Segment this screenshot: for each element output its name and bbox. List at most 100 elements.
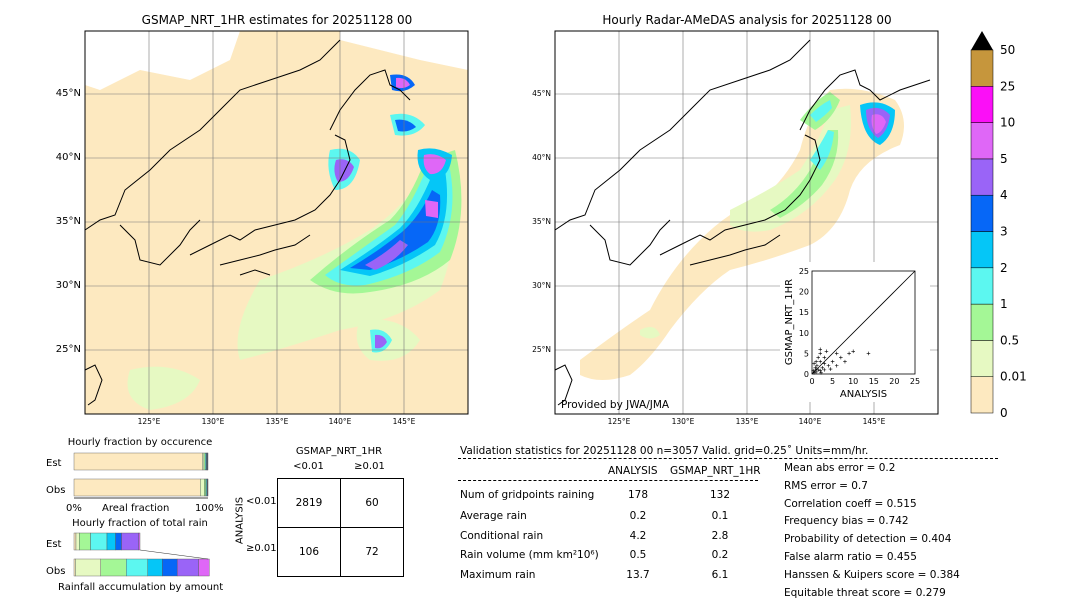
scatter-point <box>834 363 839 368</box>
colorbar-segment <box>970 231 994 269</box>
accumulation-segment <box>106 532 116 551</box>
right-lat-label: 35°N <box>532 217 551 226</box>
accumulation-segment <box>79 532 91 551</box>
right-lat-label: 25°N <box>532 345 551 354</box>
accumulation-segment <box>73 532 77 551</box>
occurrence-segment <box>203 452 206 471</box>
colorbar-label: 50 <box>1000 43 1015 57</box>
left-lat-label: 25°N <box>56 344 81 355</box>
scatter-point <box>822 368 827 372</box>
occurrence-chart: Est Obs 0% Areal fraction 100% <box>46 452 224 514</box>
scatter-ytick: 0 <box>804 370 809 379</box>
validation-row-analysis: 178 <box>627 489 649 501</box>
left-lat-label: 40°N <box>56 152 81 163</box>
contingency-row-lt: <0.01 <box>246 496 277 507</box>
scatter-ytick: 25 <box>799 267 809 276</box>
acc-est-label: Est <box>46 539 62 550</box>
right-lon-label: 125°E <box>608 417 631 426</box>
scatter-point <box>818 359 823 364</box>
scatter-ytick: 5 <box>804 349 809 358</box>
occ-axis-left: 0% <box>66 503 82 514</box>
scatter-point <box>830 359 835 364</box>
validation-row-gsmap: 6.1 <box>711 569 729 581</box>
validation-header: Validation statistics for 20251128 00 n=… <box>460 445 869 457</box>
colorbar-segment <box>970 122 994 160</box>
scatter-point <box>815 363 819 368</box>
colorbar-label: 4 <box>1000 188 1008 202</box>
accumulation-segment <box>147 558 163 577</box>
colorbar-extend-arrow <box>971 31 993 50</box>
occurrence-segment <box>73 452 203 471</box>
scatter-point <box>851 349 855 354</box>
scatter-point <box>818 351 823 356</box>
validation-row-analysis: 0.2 <box>629 510 647 522</box>
scatter-point <box>818 368 823 373</box>
accumulation-segment <box>121 532 139 551</box>
scatter-xtick: 20 <box>889 377 899 386</box>
scatter-xtick: 0 <box>809 377 814 386</box>
colorbar-label: 3 <box>1000 225 1008 239</box>
scatter-point <box>816 355 820 360</box>
accumulation-segment <box>100 558 127 577</box>
scatter-point <box>843 359 847 364</box>
contingency-header: GSMAP_NRT_1HR <box>295 446 383 457</box>
acc-obs-label: Obs <box>46 566 65 577</box>
scatter-point <box>866 351 871 356</box>
colorbar-label: 2 <box>1000 261 1008 275</box>
left-lon-label: 135°E <box>266 417 289 426</box>
right-map-title: Hourly Radar-AMeDAS analysis for 2025112… <box>602 13 892 27</box>
colorbar-label: 1 <box>1000 297 1008 311</box>
scatter-point <box>828 367 833 371</box>
accumulation-segment <box>73 558 76 577</box>
validation-score: Probability of detection = 0.404 <box>784 533 952 546</box>
scatter-point <box>814 359 818 364</box>
left-lon-label: 140°E <box>329 417 352 426</box>
scatter-xtick: 25 <box>910 377 920 386</box>
colorbar-label: 25 <box>1000 79 1015 93</box>
scatter-ytick: 20 <box>799 288 809 297</box>
contingency-table: 2819 60 106 72 <box>277 478 404 577</box>
occ-axis-right: 100% <box>195 503 224 514</box>
scatter-point <box>818 347 823 352</box>
scatter-point <box>820 366 825 370</box>
validation-row-analysis: 0.5 <box>629 549 647 561</box>
occurrence-segment <box>202 452 205 471</box>
scatter-ylabel: GSMAP_NRT_1HR <box>784 279 795 365</box>
occ-est-label: Est <box>46 458 62 469</box>
right-lon-label: 140°E <box>799 417 822 426</box>
colorbar-label: 0.5 <box>1000 333 1019 347</box>
colorbar-segment <box>970 86 994 123</box>
colorbar-segment <box>970 376 994 414</box>
left-lat-label: 35°N <box>56 216 81 227</box>
scatter-xtick: 15 <box>869 377 879 386</box>
colorbar-label: 10 <box>1000 116 1015 130</box>
validation-col-divider <box>458 480 758 481</box>
scatter-point <box>812 370 816 375</box>
scatter-point <box>812 361 816 366</box>
validation-row-gsmap: 132 <box>709 489 731 501</box>
scatter-xtick: 10 <box>848 377 858 386</box>
contingency-col-ge: ≥0.01 <box>354 461 385 472</box>
right-lon-label: 145°E <box>863 417 886 426</box>
right-lon-label: 135°E <box>736 417 759 426</box>
validation-row-label: Conditional rain <box>460 530 544 542</box>
scatter-point <box>847 351 851 356</box>
occurrence-segment <box>73 478 201 497</box>
left-map: 45°N 40°N 35°N 30°N 25°N 125°E 130°E 135… <box>56 30 469 426</box>
right-lat-label: 45°N <box>532 89 551 98</box>
colorbar-label: 0.01 <box>1000 370 1027 384</box>
validation-score: Correlation coeff = 0.515 <box>784 497 917 510</box>
colorbar-segment <box>970 158 994 196</box>
contingency-c: 106 <box>277 527 341 577</box>
contingency-b: 60 <box>340 478 404 528</box>
left-map-title: GSMAP_NRT_1HR estimates for 20251128 00 <box>141 13 413 27</box>
contingency-col-lt: <0.01 <box>293 461 324 472</box>
validation-score: Equitable threat score = 0.279 <box>784 586 946 599</box>
scatter-point <box>813 366 818 370</box>
scatter-point <box>826 363 831 368</box>
accumulation-segment <box>126 558 148 577</box>
scatter-point <box>839 355 843 360</box>
accumulation-segment <box>90 532 108 551</box>
scatter-point <box>814 368 818 372</box>
data-credit: Provided by JWA/JMA <box>561 399 670 411</box>
